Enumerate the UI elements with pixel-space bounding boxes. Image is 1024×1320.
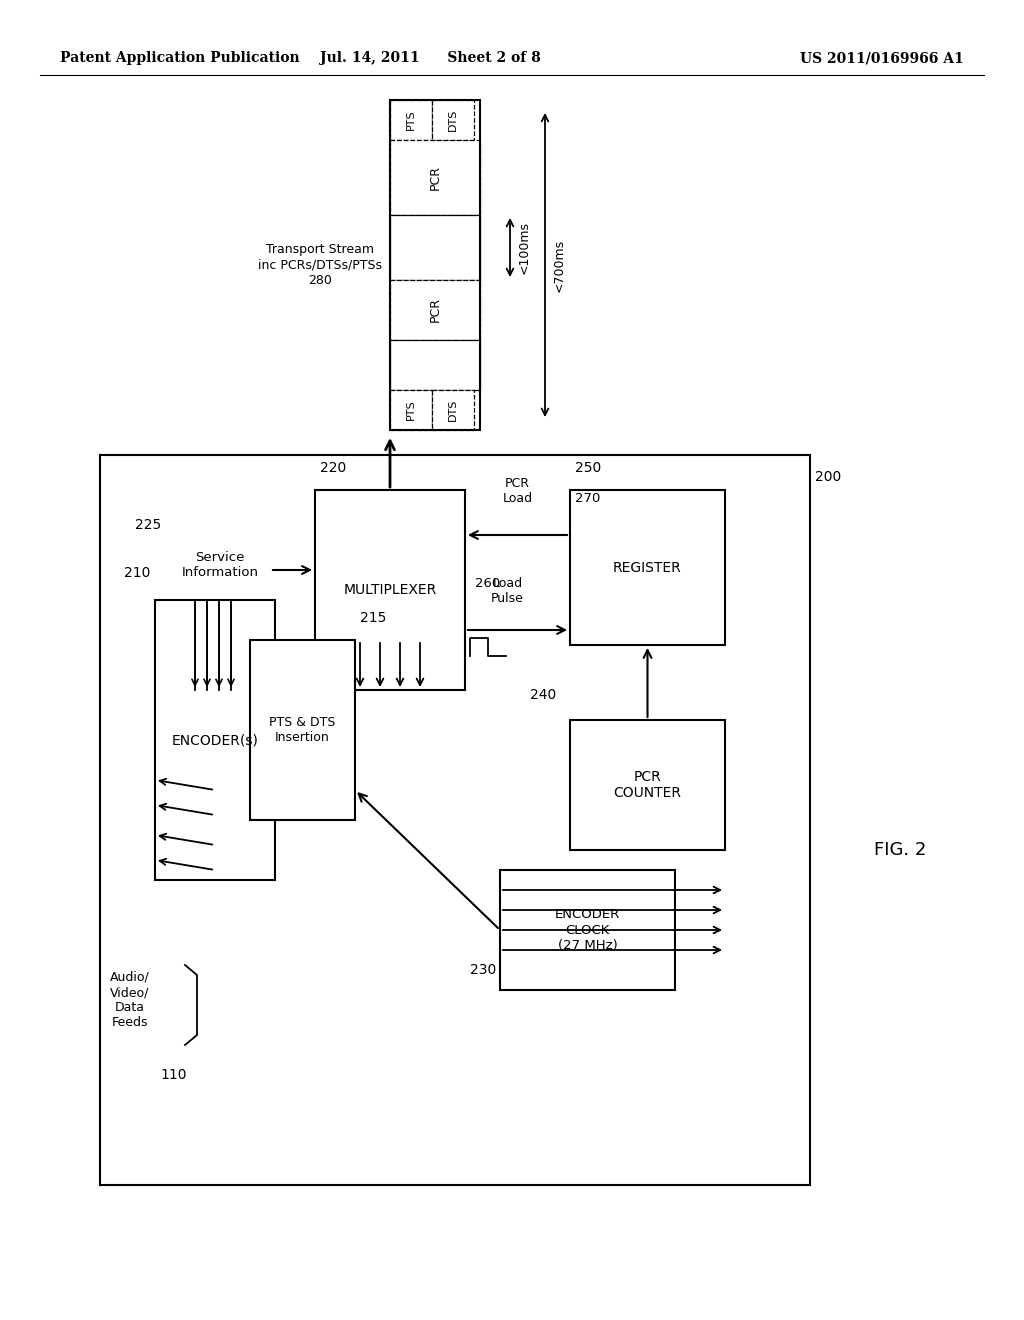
Bar	[500, 870, 675, 990]
Text: DTS: DTS	[449, 108, 458, 131]
Text: 215: 215	[360, 611, 386, 624]
Text: ENCODER
CLOCK
(27 MHz): ENCODER CLOCK (27 MHz)	[555, 908, 621, 952]
Text: 225: 225	[135, 517, 161, 532]
Bar	[390, 100, 480, 430]
Bar	[390, 280, 480, 341]
Bar	[155, 601, 275, 880]
Bar	[390, 215, 480, 280]
Text: PTS & DTS
Insertion: PTS & DTS Insertion	[269, 715, 336, 744]
Text: US 2011/0169966 A1: US 2011/0169966 A1	[800, 51, 964, 65]
Text: 230: 230	[470, 964, 497, 977]
Text: PCR
COUNTER: PCR COUNTER	[613, 770, 682, 800]
Text: ENCODER(s): ENCODER(s)	[172, 733, 258, 747]
Text: 270: 270	[575, 492, 600, 506]
Text: Audio/
Video/
Data
Feeds: Audio/ Video/ Data Feeds	[111, 972, 150, 1030]
Text: DTS: DTS	[449, 399, 458, 421]
Bar	[570, 490, 725, 645]
Bar	[250, 640, 355, 820]
Bar	[570, 719, 725, 850]
Text: FIG. 2: FIG. 2	[873, 841, 926, 859]
Text: <700ms: <700ms	[553, 239, 566, 292]
Bar	[390, 140, 480, 215]
Text: 110: 110	[160, 1068, 186, 1082]
Text: 260: 260	[475, 577, 501, 590]
Bar	[100, 455, 810, 1185]
Bar	[315, 490, 465, 690]
Bar	[432, 389, 474, 430]
Text: 200: 200	[815, 470, 842, 484]
Text: 240: 240	[530, 688, 556, 702]
Bar	[390, 341, 480, 389]
Text: MULTIPLEXER: MULTIPLEXER	[343, 583, 436, 597]
Text: Load
Pulse: Load Pulse	[492, 577, 524, 605]
Text: PCR: PCR	[428, 165, 441, 190]
Text: 210: 210	[124, 566, 150, 579]
Text: 220: 220	[319, 461, 346, 475]
Text: PTS: PTS	[406, 110, 416, 131]
Text: Patent Application Publication: Patent Application Publication	[60, 51, 300, 65]
Text: PCR: PCR	[428, 297, 441, 322]
Bar	[390, 100, 432, 140]
Text: PCR
Load: PCR Load	[503, 477, 532, 506]
Text: PTS: PTS	[406, 400, 416, 420]
Text: 250: 250	[575, 461, 601, 475]
Bar	[432, 100, 474, 140]
Text: Jul. 14, 2011  Sheet 2 of 8: Jul. 14, 2011 Sheet 2 of 8	[319, 51, 541, 65]
Text: Service
Information: Service Information	[181, 550, 258, 579]
Text: <100ms: <100ms	[518, 220, 531, 275]
Text: REGISTER: REGISTER	[613, 561, 682, 574]
Text: Transport Stream
inc PCRs/DTSs/PTSs
280: Transport Stream inc PCRs/DTSs/PTSs 280	[258, 243, 382, 286]
Bar	[390, 389, 432, 430]
